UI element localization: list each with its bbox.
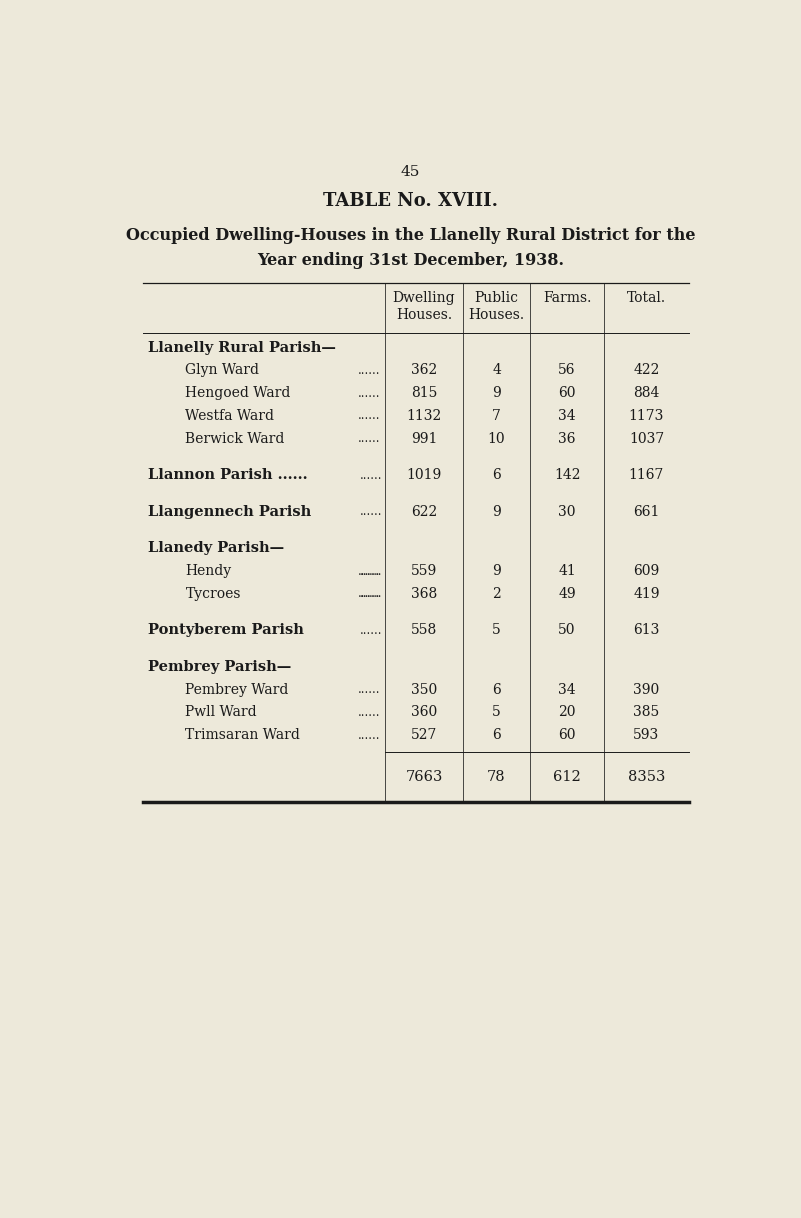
- Text: ......: ......: [358, 705, 380, 719]
- Text: 7663: 7663: [405, 770, 443, 784]
- Text: ......: ......: [358, 728, 380, 742]
- Text: Pontyberem Parish: Pontyberem Parish: [148, 624, 304, 637]
- Text: 34: 34: [558, 682, 576, 697]
- Text: Llangennech Parish: Llangennech Parish: [148, 504, 312, 519]
- Text: 612: 612: [553, 770, 581, 784]
- Text: 45: 45: [400, 166, 421, 179]
- Text: 1167: 1167: [629, 468, 664, 482]
- Text: Year ending 31st December, 1938.: Year ending 31st December, 1938.: [257, 252, 564, 269]
- Text: 385: 385: [634, 705, 660, 720]
- Text: Llanelly Rural Parish—: Llanelly Rural Parish—: [148, 341, 336, 354]
- Text: Farms.: Farms.: [543, 291, 591, 304]
- Text: 56: 56: [558, 363, 576, 378]
- Text: 20: 20: [558, 705, 576, 720]
- Text: Houses.: Houses.: [469, 308, 525, 322]
- Text: Dwelling: Dwelling: [392, 291, 456, 304]
- Text: 350: 350: [411, 682, 437, 697]
- Text: ......: ......: [358, 432, 380, 445]
- Text: ......: ......: [358, 564, 380, 577]
- Text: 6: 6: [492, 468, 501, 482]
- Text: 78: 78: [487, 770, 506, 784]
- Text: Total.: Total.: [627, 291, 666, 304]
- Text: 559: 559: [411, 564, 437, 579]
- Text: 6: 6: [492, 682, 501, 697]
- Text: 60: 60: [558, 728, 576, 742]
- Text: ......: ......: [358, 587, 380, 600]
- Text: Public: Public: [474, 291, 518, 304]
- Text: 7: 7: [492, 409, 501, 423]
- Text: 368: 368: [411, 587, 437, 600]
- Text: ......: ......: [360, 624, 382, 637]
- Text: 9: 9: [492, 386, 501, 401]
- Text: 49: 49: [558, 587, 576, 600]
- Text: ......: ......: [358, 683, 380, 697]
- Text: ......: ......: [358, 364, 380, 376]
- Text: 422: 422: [634, 363, 660, 378]
- Text: 10: 10: [488, 431, 505, 446]
- Text: Hengoed Ward: Hengoed Ward: [185, 386, 291, 401]
- Text: 60: 60: [558, 386, 576, 401]
- Text: 9: 9: [492, 564, 501, 579]
- Text: Pwll Ward: Pwll Ward: [185, 705, 257, 720]
- Text: 622: 622: [411, 504, 437, 519]
- Text: Trimsaran Ward: Trimsaran Ward: [185, 728, 300, 742]
- Text: 661: 661: [634, 504, 660, 519]
- Text: 4: 4: [492, 363, 501, 378]
- Text: ......: ......: [360, 469, 382, 481]
- Text: TABLE No. XVIII.: TABLE No. XVIII.: [323, 192, 498, 211]
- Text: Llanedy Parish—: Llanedy Parish—: [148, 541, 284, 555]
- Text: 527: 527: [411, 728, 437, 742]
- Text: ......: ......: [360, 587, 382, 600]
- Text: Hendy: Hendy: [185, 564, 231, 579]
- Text: 41: 41: [558, 564, 576, 579]
- Text: 360: 360: [411, 705, 437, 720]
- Text: ......: ......: [360, 564, 382, 577]
- Text: Houses.: Houses.: [396, 308, 452, 322]
- Text: 362: 362: [411, 363, 437, 378]
- Text: 558: 558: [411, 624, 437, 637]
- Text: ......: ......: [358, 409, 380, 423]
- Text: 390: 390: [634, 682, 660, 697]
- Text: Llannon Parish ......: Llannon Parish ......: [148, 468, 308, 482]
- Text: 36: 36: [558, 431, 576, 446]
- Text: 884: 884: [634, 386, 660, 401]
- Text: 5: 5: [492, 624, 501, 637]
- Text: 9: 9: [492, 504, 501, 519]
- Text: 50: 50: [558, 624, 576, 637]
- Text: Glyn Ward: Glyn Ward: [185, 363, 260, 378]
- Text: Pembrey Ward: Pembrey Ward: [185, 682, 288, 697]
- Text: Occupied Dwelling-Houses in the Llanelly Rural District for the: Occupied Dwelling-Houses in the Llanelly…: [126, 227, 695, 244]
- Text: ......: ......: [358, 386, 380, 400]
- Text: 815: 815: [411, 386, 437, 401]
- Text: 613: 613: [634, 624, 660, 637]
- Text: 609: 609: [634, 564, 660, 579]
- Text: Pembrey Parish—: Pembrey Parish—: [148, 660, 292, 674]
- Text: ......: ......: [360, 505, 382, 518]
- Text: 1173: 1173: [629, 409, 664, 423]
- Text: 593: 593: [634, 728, 660, 742]
- Text: 142: 142: [553, 468, 580, 482]
- Text: 2: 2: [492, 587, 501, 600]
- Text: 30: 30: [558, 504, 576, 519]
- Text: Berwick Ward: Berwick Ward: [185, 431, 284, 446]
- Text: 6: 6: [492, 728, 501, 742]
- Text: Tycroes: Tycroes: [185, 587, 241, 600]
- Text: 419: 419: [634, 587, 660, 600]
- Text: 1037: 1037: [629, 431, 664, 446]
- Text: 991: 991: [411, 431, 437, 446]
- Text: Westfa Ward: Westfa Ward: [185, 409, 275, 423]
- Text: 1019: 1019: [406, 468, 441, 482]
- Text: 5: 5: [492, 705, 501, 720]
- Text: 1132: 1132: [406, 409, 441, 423]
- Text: 34: 34: [558, 409, 576, 423]
- Text: 8353: 8353: [628, 770, 665, 784]
